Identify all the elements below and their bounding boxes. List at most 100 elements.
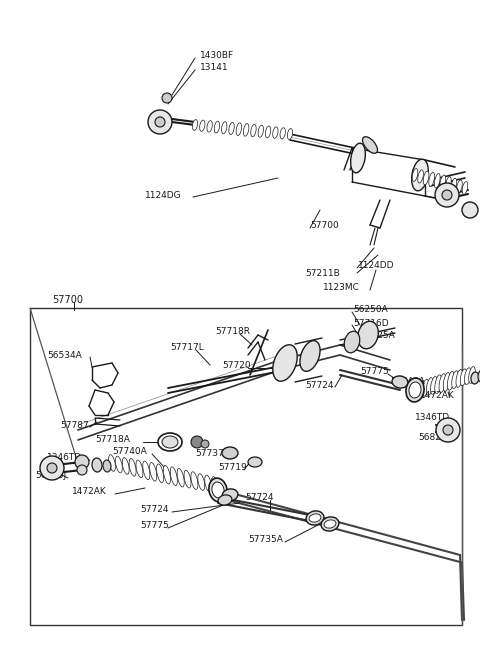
Ellipse shape — [214, 121, 219, 133]
Circle shape — [148, 110, 172, 134]
Ellipse shape — [324, 520, 336, 528]
Text: 57740A: 57740A — [112, 447, 147, 457]
Ellipse shape — [170, 467, 177, 485]
Ellipse shape — [163, 466, 170, 484]
Ellipse shape — [273, 345, 297, 381]
Text: 57700: 57700 — [52, 295, 83, 305]
Text: 57724: 57724 — [140, 506, 168, 514]
Ellipse shape — [207, 121, 212, 132]
Circle shape — [191, 436, 203, 448]
Ellipse shape — [218, 495, 232, 505]
Ellipse shape — [236, 123, 241, 136]
Bar — [30, 308, 462, 625]
Ellipse shape — [362, 137, 377, 153]
Ellipse shape — [136, 460, 143, 477]
Text: 57740A: 57740A — [390, 377, 425, 386]
Ellipse shape — [452, 371, 458, 388]
Ellipse shape — [434, 174, 440, 188]
Ellipse shape — [478, 369, 480, 383]
Circle shape — [201, 440, 209, 448]
Ellipse shape — [222, 122, 227, 134]
Text: 57737: 57737 — [195, 449, 224, 457]
Text: 57735A: 57735A — [248, 536, 283, 544]
Ellipse shape — [258, 125, 264, 138]
Ellipse shape — [414, 382, 420, 398]
Ellipse shape — [192, 120, 198, 130]
Text: 57718R: 57718R — [215, 328, 250, 337]
Text: 57211B: 57211B — [305, 269, 340, 278]
Text: 1346TD: 1346TD — [415, 413, 450, 422]
Ellipse shape — [358, 321, 378, 348]
Ellipse shape — [248, 457, 262, 467]
Ellipse shape — [431, 377, 437, 394]
Circle shape — [155, 117, 165, 127]
Ellipse shape — [143, 461, 150, 479]
Ellipse shape — [204, 475, 212, 492]
Ellipse shape — [418, 170, 423, 183]
Ellipse shape — [158, 433, 182, 451]
Circle shape — [442, 190, 452, 200]
Ellipse shape — [344, 331, 360, 353]
Ellipse shape — [392, 376, 408, 388]
Ellipse shape — [300, 341, 320, 371]
Text: 57775: 57775 — [140, 521, 169, 531]
Ellipse shape — [412, 168, 418, 181]
Ellipse shape — [198, 474, 204, 491]
Ellipse shape — [406, 378, 424, 402]
Text: 57775: 57775 — [360, 367, 389, 377]
Ellipse shape — [447, 371, 454, 390]
Text: 56534A: 56534A — [47, 350, 82, 360]
Circle shape — [436, 418, 460, 442]
Text: 57724: 57724 — [245, 493, 274, 502]
Ellipse shape — [462, 181, 468, 195]
Ellipse shape — [129, 458, 136, 476]
Ellipse shape — [177, 468, 184, 487]
Ellipse shape — [92, 458, 102, 472]
Ellipse shape — [451, 178, 457, 192]
Ellipse shape — [212, 482, 224, 498]
Ellipse shape — [440, 175, 445, 189]
Text: 56250A: 56250A — [353, 305, 388, 314]
Ellipse shape — [191, 472, 198, 489]
Ellipse shape — [412, 159, 428, 191]
Ellipse shape — [222, 489, 238, 501]
Ellipse shape — [122, 458, 129, 474]
Text: 57719: 57719 — [218, 464, 247, 472]
Ellipse shape — [439, 374, 446, 392]
Ellipse shape — [422, 379, 429, 396]
Circle shape — [443, 425, 453, 435]
Circle shape — [462, 202, 478, 218]
Ellipse shape — [184, 470, 191, 488]
Ellipse shape — [471, 372, 479, 384]
Ellipse shape — [209, 478, 227, 502]
Ellipse shape — [212, 477, 218, 493]
Circle shape — [75, 455, 89, 469]
Text: 57718A: 57718A — [95, 436, 130, 445]
Text: 56820J: 56820J — [35, 472, 66, 481]
Circle shape — [40, 456, 64, 480]
Ellipse shape — [306, 511, 324, 525]
Ellipse shape — [309, 514, 321, 522]
Text: 13141: 13141 — [200, 64, 228, 73]
Text: 57725A: 57725A — [360, 331, 395, 341]
Ellipse shape — [273, 127, 278, 138]
Ellipse shape — [409, 382, 421, 398]
Ellipse shape — [288, 128, 293, 140]
Circle shape — [47, 463, 57, 473]
Circle shape — [435, 183, 459, 207]
Text: 1472AK: 1472AK — [420, 390, 455, 400]
Ellipse shape — [200, 120, 205, 131]
Ellipse shape — [321, 517, 339, 531]
Ellipse shape — [435, 375, 442, 394]
Ellipse shape — [350, 143, 365, 173]
Ellipse shape — [162, 436, 178, 448]
Text: 1124DD: 1124DD — [358, 261, 395, 269]
Text: 57724: 57724 — [305, 381, 334, 390]
Ellipse shape — [418, 381, 424, 397]
Ellipse shape — [116, 456, 122, 473]
Text: 57720: 57720 — [222, 360, 251, 369]
Ellipse shape — [156, 464, 164, 483]
Text: 57700: 57700 — [310, 221, 339, 229]
Ellipse shape — [150, 462, 157, 481]
Text: 1346TD: 1346TD — [47, 453, 82, 462]
